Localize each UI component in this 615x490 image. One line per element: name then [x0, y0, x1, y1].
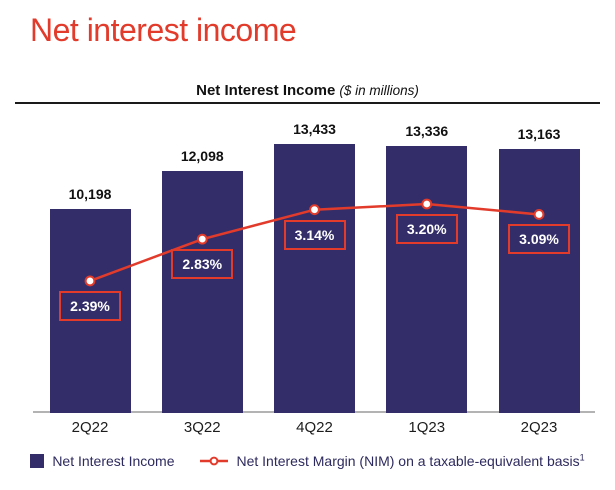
x-tick-label: 1Q23	[408, 419, 446, 436]
bar-value-label: 13,163	[517, 126, 561, 143]
x-axis-labels: 2Q22 3Q22 4Q22 1Q23 2Q23	[0, 419, 615, 443]
legend-item-nim: Net Interest Margin (NIM) on a taxable-e…	[200, 453, 585, 469]
bar-swatch-icon	[30, 454, 45, 468]
chart-title: Net Interest Income	[196, 82, 336, 99]
page-title: Net interest income	[30, 12, 297, 48]
bar-value-label: 13,336	[405, 122, 449, 139]
x-tick-label: 4Q22	[296, 419, 333, 436]
x-tick-label: 3Q22	[183, 419, 221, 436]
x-tick-label: 2Q22	[71, 419, 109, 436]
title-divider	[15, 102, 600, 104]
nim-value-box: 2.83%	[171, 249, 234, 280]
bar-3Q22	[161, 170, 243, 413]
nim-value-box: 2.39%	[59, 290, 121, 321]
legend-footnote-marker: 1	[579, 452, 585, 463]
chart-title-row: Net Interest Income ($ in millions)	[0, 83, 615, 99]
line-marker-icon	[200, 456, 229, 466]
plot-area: 10,198 2.39% 12,098 2.83% 13,433 3.14% 13,336 3…	[0, 103, 615, 413]
x-tick-label: 2Q23	[520, 419, 558, 436]
bar-1Q23	[386, 145, 468, 413]
nim-value-box: 3.09%	[508, 224, 570, 255]
legend-item-net-interest-income: Net Interest Income	[30, 453, 174, 469]
bar-value-label: 12,098	[180, 147, 224, 164]
bar-4Q22	[274, 144, 355, 413]
chart-subtitle: ($ in millions)	[339, 83, 419, 98]
bar-value-label: 13,433	[293, 121, 336, 137]
nim-value-box: 3.14%	[283, 219, 346, 250]
legend-label: Net Interest Income	[52, 453, 175, 469]
bar-2Q23	[498, 149, 580, 413]
chart-legend: Net Interest Income Net Interest Margin …	[0, 453, 615, 469]
bar-value-label: 10,198	[68, 185, 112, 202]
legend-label: Net Interest Margin (NIM) on a taxable-e…	[236, 453, 584, 469]
legend-label-text: Net Interest Margin (NIM) on a taxable-e…	[236, 453, 580, 469]
nim-value-box: 3.20%	[395, 214, 458, 244]
